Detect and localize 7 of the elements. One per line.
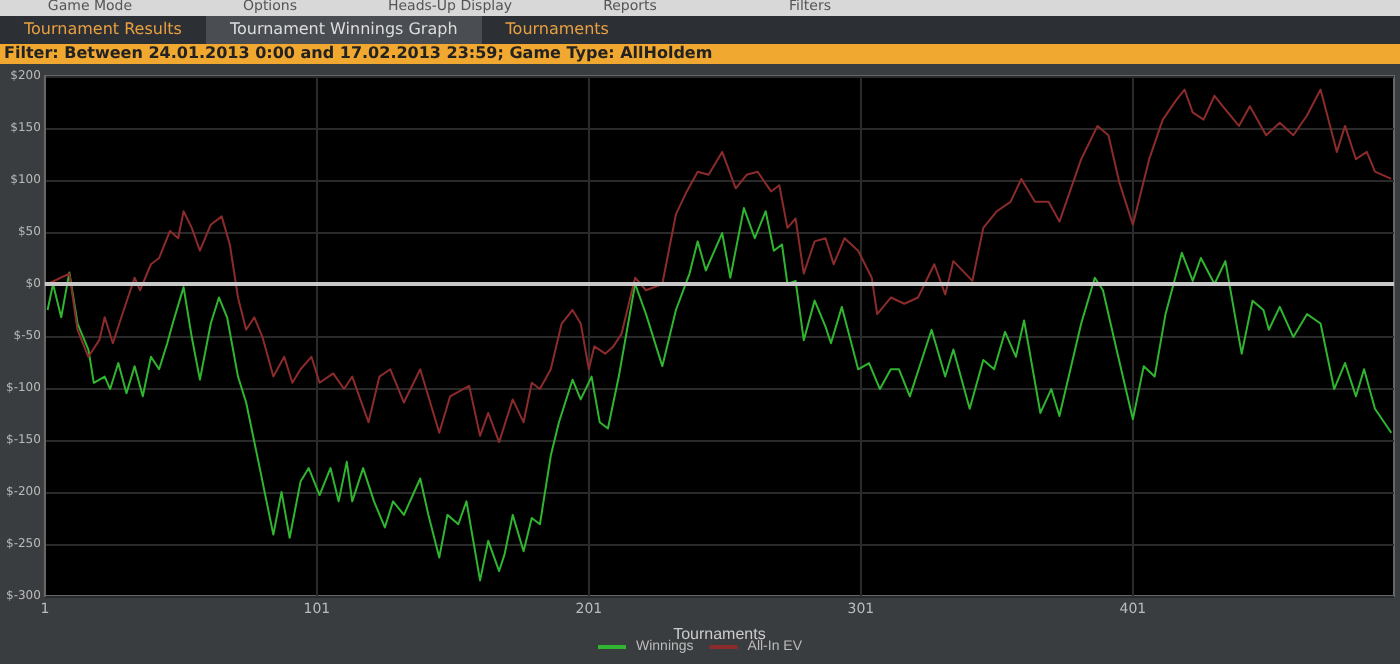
text: Tournament Winnings Graph [205,16,482,44]
x-axis-title: Tournaments [673,624,766,643]
line-series [46,207,1393,582]
text: Tournaments [503,18,611,42]
line-series [46,88,1393,444]
text: Tournament Results [22,18,184,42]
chart-title: Filter: Between 24.01.2013 0:00 and 17.02.2013 23:59; Game Type: AllHoldem [0,44,1400,64]
